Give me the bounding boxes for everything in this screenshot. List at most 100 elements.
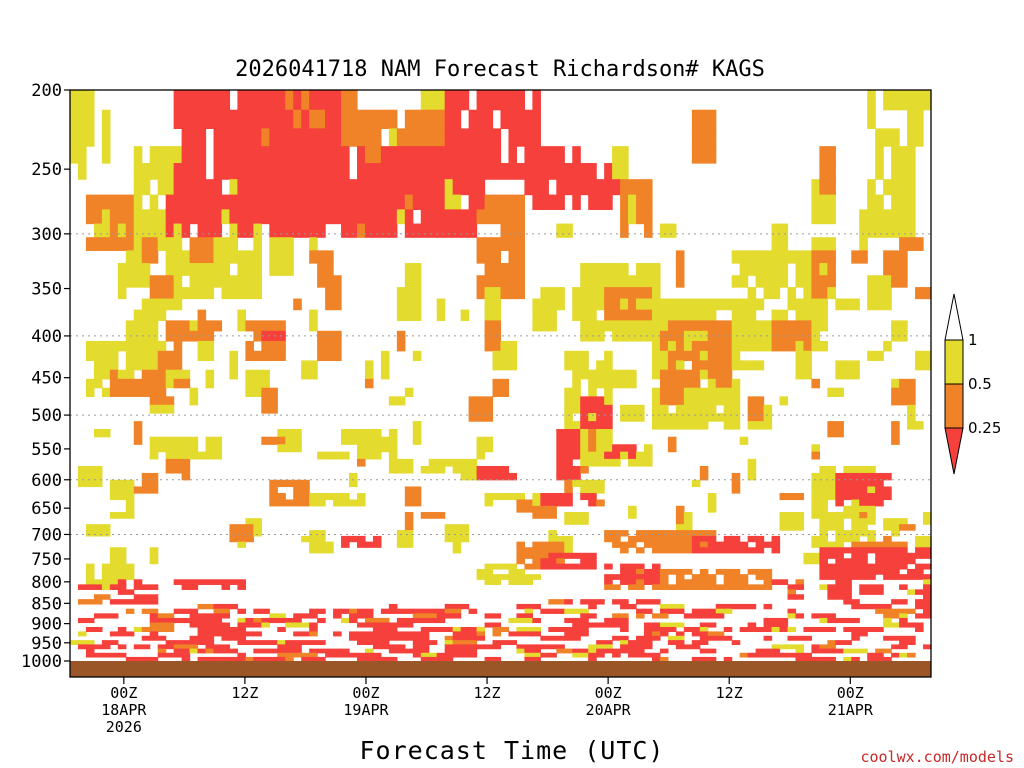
- ri-cell: [707, 369, 717, 380]
- ri-cell: [173, 436, 183, 445]
- ri-cell: [604, 617, 613, 624]
- ri-cell: [101, 350, 111, 361]
- ri-cell: [516, 579, 526, 585]
- ri-cell: [117, 644, 127, 650]
- ri-cell: [468, 109, 478, 129]
- ri-cell: [771, 579, 781, 585]
- ri-cell: [891, 250, 900, 264]
- ri-cell: [205, 622, 215, 628]
- ri-cell: [588, 413, 597, 422]
- ri-cell: [205, 635, 215, 641]
- ri-cell: [915, 626, 924, 633]
- ri-cell: [333, 451, 342, 460]
- ri-cell: [723, 360, 733, 371]
- ri-cell: [628, 574, 637, 580]
- ri-cell: [827, 465, 836, 474]
- ri-cell: [620, 194, 629, 210]
- ri-cell: [452, 163, 462, 180]
- ri-cell: [556, 436, 565, 445]
- ri-cell: [380, 436, 390, 445]
- ri-cell: [452, 603, 462, 610]
- ri-cell: [149, 320, 159, 332]
- ri-cell: [516, 644, 526, 650]
- ri-cell: [460, 631, 470, 637]
- ri-cell: [325, 194, 334, 210]
- ri-cell: [644, 541, 653, 548]
- ri-cell: [691, 298, 701, 311]
- ri-cell: [309, 237, 318, 251]
- ri-cell: [77, 584, 87, 590]
- ri-cell: [803, 635, 813, 641]
- ri-cell: [644, 626, 653, 633]
- ri-cell: [317, 451, 326, 460]
- ri-cell: [444, 146, 454, 164]
- ri-cell: [683, 541, 693, 548]
- ri-cell: [588, 656, 597, 661]
- ri-cell: [612, 444, 621, 453]
- ri-cell: [213, 263, 223, 276]
- ri-cell: [620, 622, 629, 628]
- ri-cell: [636, 530, 645, 537]
- ri-cell: [420, 617, 430, 624]
- ri-cell: [364, 109, 374, 129]
- ri-cell: [899, 617, 908, 624]
- ri-cell: [691, 146, 701, 164]
- ri-cell: [133, 436, 143, 445]
- ri-cell: [213, 146, 223, 164]
- ri-cell: [675, 622, 685, 628]
- ri-cell: [293, 209, 302, 225]
- ri-cell: [883, 287, 892, 300]
- ri-cell: [412, 421, 422, 430]
- ri-cell: [675, 644, 685, 650]
- y-tick-label: 800: [31, 573, 62, 593]
- ri-cell: [827, 640, 836, 645]
- ri-cell: [404, 209, 414, 225]
- ri-cell: [883, 472, 892, 481]
- ri-cell: [173, 617, 183, 624]
- ri-cell: [285, 209, 294, 225]
- ri-cell: [628, 644, 637, 650]
- ri-cell: [811, 209, 820, 225]
- ri-cell: [612, 599, 621, 605]
- ri-cell: [117, 223, 127, 238]
- ri-cell: [317, 250, 326, 264]
- ri-cell: [213, 436, 223, 445]
- credit-link[interactable]: coolwx.com/models: [860, 748, 1014, 766]
- ri-cell: [396, 535, 406, 543]
- ri-cell: [580, 493, 589, 501]
- ri-cell: [325, 146, 334, 164]
- ri-cell: [261, 128, 270, 147]
- ri-cell: [325, 652, 334, 658]
- ri-cell: [835, 298, 844, 311]
- ri-cell: [85, 109, 95, 129]
- ri-cell: [707, 320, 717, 332]
- ri-cell: [707, 541, 717, 548]
- ri-cell: [396, 648, 406, 654]
- chart-title: 2026041718 NAM Forecast Richardson# KAGS: [235, 57, 765, 82]
- ri-cell: [843, 617, 852, 624]
- ri-cell: [859, 626, 868, 633]
- ri-cell: [141, 237, 151, 251]
- ri-cell: [309, 163, 318, 180]
- ri-cell: [317, 163, 326, 180]
- ri-cell: [548, 608, 557, 614]
- ri-cell: [277, 644, 286, 650]
- ri-cell: [357, 429, 366, 438]
- ri-cell: [628, 505, 637, 513]
- ri-cell: [349, 608, 358, 614]
- ri-cell: [747, 404, 757, 414]
- ri-cell: [659, 298, 669, 311]
- ri-cell: [420, 648, 430, 654]
- ri-cell: [715, 320, 725, 332]
- ri-cell: [715, 350, 725, 361]
- ri-cell: [827, 163, 836, 180]
- ri-cell: [771, 287, 781, 300]
- ri-cell: [891, 396, 900, 406]
- ri-cell: [580, 626, 589, 633]
- ri-cell: [508, 493, 518, 501]
- ri-cell: [707, 505, 717, 513]
- ri-cell: [883, 603, 892, 610]
- ri-cell: [715, 613, 725, 619]
- ri-cell: [691, 479, 701, 488]
- ri-cell: [915, 563, 924, 570]
